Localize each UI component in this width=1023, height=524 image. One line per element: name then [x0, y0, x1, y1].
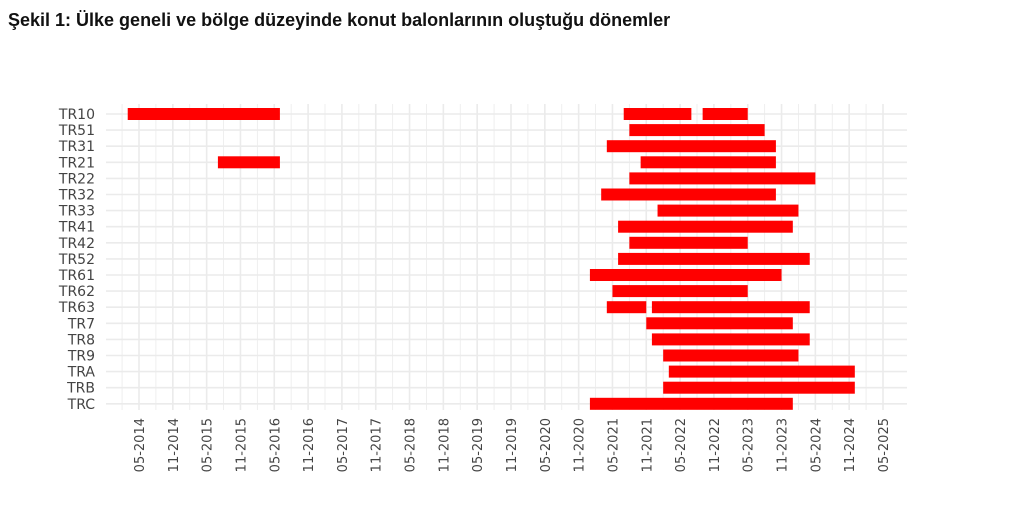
y-tick-label: TRB — [66, 381, 95, 397]
x-tick-label: 05-2025 — [877, 418, 892, 472]
period-bar-tr10 — [127, 108, 280, 120]
period-bar-trc — [589, 397, 793, 410]
x-tick-label: 11-2024 — [843, 418, 858, 472]
period-bars — [127, 108, 855, 410]
x-tick-label: 11-2023 — [776, 418, 791, 472]
period-bar-tr32 — [601, 188, 776, 201]
period-bar-tr62 — [612, 285, 748, 298]
period-bar-tr21 — [217, 156, 280, 169]
period-bar-tr33 — [657, 204, 799, 217]
period-bar-tr61 — [589, 269, 782, 281]
y-tick-label: TR10 — [58, 107, 95, 123]
y-tick-label: TR32 — [58, 188, 95, 204]
x-tick-label: 05-2022 — [674, 418, 689, 472]
x-tick-label: 05-2017 — [336, 418, 351, 472]
y-tick-label: TR51 — [58, 123, 95, 139]
y-tick-label: TR41 — [58, 220, 95, 236]
period-bar-tr42 — [629, 236, 748, 249]
x-tick-label: 05-2024 — [809, 418, 824, 472]
y-tick-label: TR21 — [58, 155, 95, 171]
period-bar-tr63 — [651, 301, 810, 314]
period-bar-tr9 — [663, 349, 799, 362]
period-bar-tr31 — [606, 140, 776, 153]
period-bar-tr7 — [646, 317, 793, 330]
x-tick-label: 11-2016 — [302, 418, 317, 472]
y-axis-labels: TR10TR51TR31TR21TR22TR32TR33TR41TR42TR52… — [58, 107, 96, 413]
period-bar-tr52 — [618, 252, 810, 265]
period-bar-tr51 — [629, 124, 765, 137]
period-bar-tr21 — [640, 156, 776, 169]
y-tick-label: TR7 — [67, 316, 95, 332]
period-bar-tr10 — [623, 108, 692, 120]
y-tick-label: TR8 — [67, 332, 95, 348]
x-tick-label: 11-2019 — [505, 418, 520, 472]
x-tick-label: 11-2022 — [708, 418, 723, 472]
y-tick-label: TRC — [67, 397, 96, 413]
period-bar-tr41 — [618, 220, 793, 233]
period-bar-trb — [663, 381, 855, 394]
x-tick-label: 05-2023 — [742, 418, 757, 472]
y-tick-label: TR22 — [58, 171, 95, 187]
y-tick-label: TR42 — [58, 236, 95, 252]
x-tick-label: 11-2020 — [573, 418, 588, 472]
x-tick-label: 11-2015 — [234, 418, 249, 472]
period-bar-tr10 — [702, 108, 748, 120]
x-tick-label: 05-2019 — [471, 418, 486, 472]
period-bar-tr22 — [629, 172, 816, 185]
y-tick-label: TR33 — [58, 204, 95, 220]
x-tick-label: 11-2014 — [167, 418, 182, 472]
y-tick-label: TRA — [67, 365, 96, 381]
x-tick-label: 05-2015 — [201, 418, 216, 472]
x-tick-label: 05-2016 — [268, 418, 283, 472]
x-tick-label: 11-2017 — [370, 418, 385, 472]
chart-title: Şekil 1: Ülke geneli ve bölge düzeyinde … — [8, 10, 671, 30]
x-tick-label: 11-2021 — [640, 418, 655, 472]
y-tick-label: TR63 — [58, 300, 95, 316]
y-tick-label: TR9 — [67, 349, 95, 365]
x-tick-label: 05-2014 — [133, 418, 148, 472]
x-axis-labels: 05-2014 11-2014 05-2015 11-2015 05-2016 11-20… — [133, 418, 892, 472]
y-tick-label: TR61 — [58, 268, 95, 284]
period-bar-tr8 — [651, 333, 810, 346]
period-bar-tr63 — [606, 301, 647, 314]
x-tick-label: 05-2018 — [404, 418, 419, 472]
x-tick-label: 05-2021 — [606, 418, 621, 472]
y-tick-label: TR52 — [58, 252, 95, 268]
y-tick-label: TR62 — [58, 284, 95, 300]
y-tick-label: TR31 — [58, 139, 95, 155]
x-tick-label: 11-2018 — [437, 418, 452, 472]
period-bar-tra — [668, 365, 855, 378]
x-tick-label: 05-2020 — [539, 418, 554, 472]
